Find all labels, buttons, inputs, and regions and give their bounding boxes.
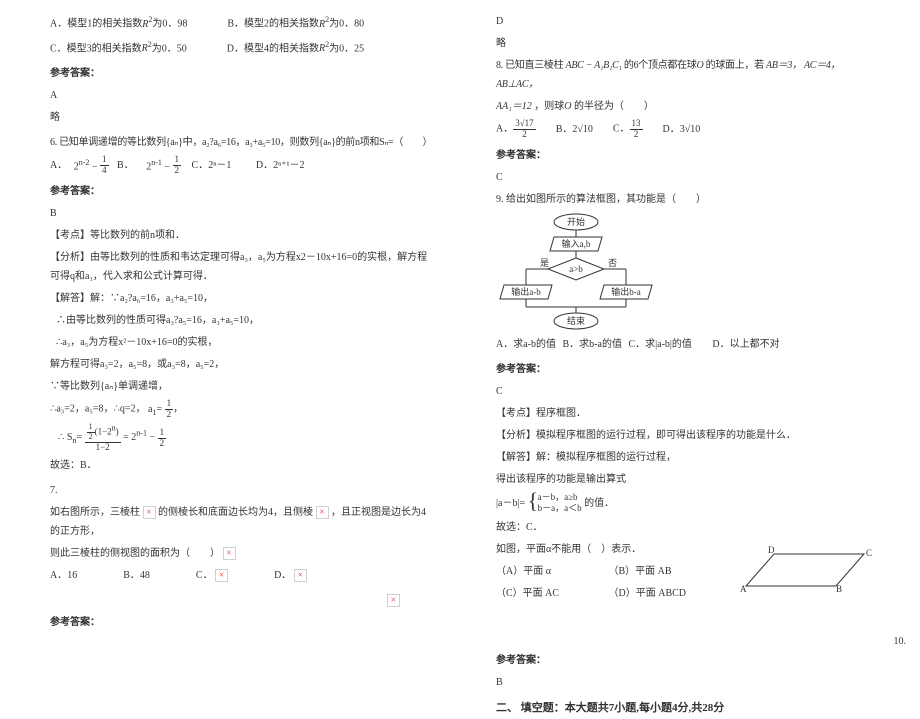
q6-opts: A． 2n-2 − 14 B． 2n-1 − 12 C．2ⁿ－1 D．2ⁿ⁺¹－… <box>50 155 430 176</box>
q6-kd: 【考点】等比数列的前n项和． <box>50 226 430 245</box>
answer-5b: 略 <box>50 108 430 127</box>
flow-input: 输入a,b <box>562 238 591 249</box>
q7-opts: A．16 B．48 C． × D． × <box>50 566 430 585</box>
parallelogram-fig: A B C D <box>726 544 876 596</box>
svg-text:D: D <box>768 545 775 555</box>
opt-b: B．模型2的相关指数R2为0．80 <box>227 12 364 34</box>
q6-jd2: ∴由等比数列的性质可得a₃?a₅=16，a₃+a₅=10， <box>50 311 430 330</box>
missing-img-icon: × <box>215 569 228 582</box>
svg-text:C: C <box>866 548 872 558</box>
q7-num: 7. <box>50 481 430 500</box>
flow-start: 开始 <box>567 216 585 227</box>
ans-lue: 略 <box>496 34 876 53</box>
q6-fx: 【分析】由等比数列的性质和韦达定理可得a₃，a₅为方程x2－10x+16=0的实… <box>50 248 430 286</box>
missing-img-icon: × <box>143 506 156 519</box>
answer-5: A <box>50 86 430 105</box>
q5-row2: C．模型3的相关指数R2为0．50 D．模型4的相关指数R2为0．25 <box>50 37 430 59</box>
q10-number: 10. <box>894 632 907 651</box>
answer-9: C <box>496 382 876 401</box>
flow-out-r: 输出b-a <box>611 286 641 297</box>
opt-c: C．模型3的相关指数R2为0．50 <box>50 37 187 59</box>
q6-jd4: 解方程可得a₃=2，a₅=8，或a₃=8，a₅=2， <box>50 355 430 374</box>
answer-8: C <box>496 168 876 187</box>
q6-jd6: ∴a₃=2，a₅=8，∴q=2， a1= 12， <box>50 399 430 420</box>
answer-6: B <box>50 204 430 223</box>
q9-jdc: |a－b|= a－b，a≥b b－a，a＜b 的值． <box>496 492 876 515</box>
q9-jdb: 得出该程序的功能是输出算式 <box>496 470 876 489</box>
q6-stem: 6. 已知单调递增的等比数列{aₙ}中，a₂?a₆=16，a₃+a₅=10，则数… <box>50 133 430 152</box>
q6-jd3: ∴a₃，a₅为方程x²－10x+16=0的实根， <box>50 333 430 352</box>
q6-jd7: ∴ Sn= 12(1−2n)1−2 = 2n-1 − 12 <box>50 423 430 452</box>
q6-jd5: ∵等比数列{aₙ}单调递增， <box>50 377 430 396</box>
q7-line1: 如右图所示，三棱柱 × 的侧棱长和底面边长均为4，且侧棱 × ，且正视图是边长为… <box>50 503 430 541</box>
answer-label-8: 参考答案： <box>496 146 876 165</box>
q5-row1: A．模型1的相关指数R2为0．98 B．模型2的相关指数R2为0．80 <box>50 12 430 34</box>
opt-a: A．模型1的相关指数R2为0．98 <box>50 12 187 34</box>
q9-opts: A．求a-b的值 B．求b-a的值 C．求|a-b|的值 D．以上都不对 <box>496 335 876 354</box>
missing-img-icon: × <box>223 547 236 560</box>
missing-img-icon: × <box>316 506 329 519</box>
opt-d: D．模型4的相关指数R2为0．25 <box>227 37 364 59</box>
flow-end: 结束 <box>567 315 585 326</box>
answer-label-10: 参考答案： <box>496 651 876 670</box>
q9-kd: 【考点】程序框图． <box>496 404 876 423</box>
q8-opts: A．3√172 B．2√10 C．132 D．3√10 <box>496 119 876 140</box>
left-column: A．模型1的相关指数R2为0．98 B．模型2的相关指数R2为0．80 C．模型… <box>0 0 460 651</box>
q7-line2: 则此三棱柱的侧视图的面积为（ ） × <box>50 544 430 563</box>
flow-yes: 是 <box>540 258 549 268</box>
q6-jd1: 【解答】解：∵a₂?a₆=16，a₃+a₅=10， <box>50 289 430 308</box>
ans-d: D <box>496 12 876 31</box>
q9-jda: 【解答】解：模拟程序框图的运行过程， <box>496 448 876 467</box>
section-2-heading: 二、 填空题：本大题共7小题,每小题4分,共28分 <box>496 698 876 719</box>
flow-cond: a>b <box>569 264 583 274</box>
svg-text:B: B <box>836 584 842 594</box>
flowchart: 开始 输入a,b a>b 是 否 输出a-b 输出b-a <box>496 213 876 331</box>
q8-stem2: AA₁＝12 ，则球O 的半径为（ ） <box>496 97 876 116</box>
q9-stem: 9. 给出如图所示的算法框图，其功能是（ ） <box>496 190 876 209</box>
q9-fx: 【分析】模拟程序框图的运行过程，即可得出该程序的功能是什么． <box>496 426 876 445</box>
right-column: D 略 8. 已知直三棱柱 ABC − A₁B₁C₁ 的6个顶点都在球O 的球面… <box>460 0 920 651</box>
answer-10: B <box>496 673 876 692</box>
missing-img-icon: × <box>294 569 307 582</box>
flow-out-l: 输出a-b <box>511 286 541 297</box>
answer-label: 参考答案： <box>50 64 430 83</box>
answer-label-9: 参考答案： <box>496 360 876 379</box>
answer-label-6: 参考答案： <box>50 182 430 201</box>
missing-img-icon: × <box>387 594 400 607</box>
q9-jdd: 故选：C． <box>496 518 876 537</box>
q8-stem: 8. 已知直三棱柱 ABC − A₁B₁C₁ 的6个顶点都在球O 的球面上，若 … <box>496 56 876 94</box>
q10-block: A B C D 如图，平面α不能用（ ）表示． （A）平面 α （B）平面 AB… <box>496 540 876 603</box>
svg-text:A: A <box>740 584 747 594</box>
q6-jd8: 故选：B． <box>50 456 430 475</box>
flow-no: 否 <box>608 258 617 268</box>
q7-rightimg: × <box>50 591 430 610</box>
answer-label-7: 参考答案： <box>50 613 430 632</box>
